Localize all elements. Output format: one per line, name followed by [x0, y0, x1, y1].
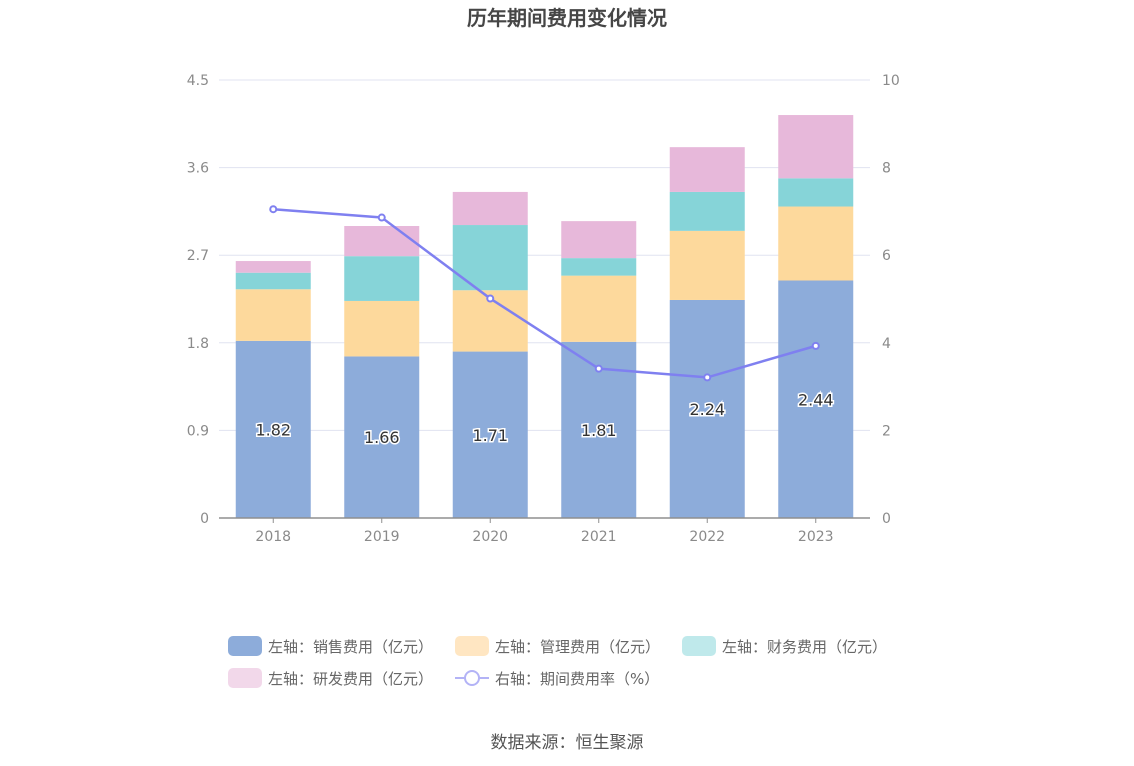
- x-axis: 2018 2019 2020 2021 2022 2023: [219, 517, 870, 545]
- bar-segment: [561, 275, 637, 342]
- bar-segment: [235, 272, 311, 290]
- left-tick-label: 1.8: [187, 336, 209, 352]
- x-tick-label: 2023: [798, 529, 834, 545]
- left-tick-label: 4.5: [187, 73, 209, 89]
- right-tick-label: 8: [882, 161, 891, 177]
- left-tick-label: 0.9: [187, 423, 209, 439]
- right-tick-label: 2: [882, 423, 891, 439]
- legend-label: 左轴：财务费用（亿元）: [722, 637, 888, 656]
- legend-item-sales[interactable]: 左轴：销售费用（亿元）: [228, 636, 433, 657]
- bar-segment: [344, 226, 420, 257]
- ratio-point: [269, 205, 278, 214]
- left-tick-label: 2.7: [187, 248, 209, 264]
- expense-ratio-line: [269, 205, 820, 382]
- bar-segment: [452, 351, 528, 518]
- ratio-point: [594, 364, 603, 373]
- legend-swatch: [455, 636, 490, 656]
- bar-value-label: 2.24: [689, 400, 725, 419]
- bar-segment: [561, 221, 637, 259]
- gridlines: [219, 79, 870, 431]
- bar-segment: [452, 191, 528, 226]
- bar-segment: [344, 300, 420, 357]
- bar-segment: [669, 191, 745, 231]
- bar-value-label: 1.82: [255, 420, 291, 439]
- x-tick-label: 2019: [364, 529, 400, 545]
- legend-item-finance[interactable]: 左轴：财务费用（亿元）: [682, 636, 887, 657]
- legend-label: 右轴：期间费用率（%）: [495, 669, 660, 688]
- right-tick-label: 4: [882, 336, 891, 352]
- left-axis: 0 0.9 1.8 2.7 3.6 4.5: [187, 73, 209, 527]
- legend-swatch: [682, 636, 717, 656]
- bar-segment: [235, 289, 311, 341]
- bar-segment: [235, 340, 311, 518]
- bar-segment: [344, 256, 420, 301]
- left-tick-label: 0: [200, 511, 209, 527]
- right-tick-label: 10: [882, 73, 900, 89]
- bar-segment: [669, 147, 745, 192]
- bar-segment: [344, 356, 420, 518]
- source-note: 数据来源：恒生聚源: [490, 733, 644, 753]
- legend-line-swatch: [455, 668, 490, 688]
- legend-item-ratio[interactable]: 右轴：期间费用率（%）: [455, 668, 659, 689]
- bar-value-label: 2.44: [798, 390, 834, 409]
- bar-series: [235, 115, 854, 518]
- bar-segment: [561, 258, 637, 276]
- ratio-line-path: [273, 207, 817, 379]
- x-tick-label: 2018: [255, 529, 291, 545]
- bar-segment: [778, 178, 854, 207]
- x-tick-label: 2020: [472, 529, 508, 545]
- right-tick-label: 6: [882, 248, 891, 264]
- legend-label: 左轴：销售费用（亿元）: [268, 637, 434, 656]
- left-tick-label: 3.6: [187, 161, 209, 177]
- legend-marker: [464, 670, 481, 686]
- bar-segment: [235, 261, 311, 273]
- bar-segment: [778, 206, 854, 281]
- bar-data-labels: 1.82 1.66 1.71 1.81 2.24 2.44: [254, 389, 835, 449]
- bar-segment: [778, 280, 854, 518]
- bar-segment: [778, 115, 854, 179]
- right-tick-label: 0: [882, 511, 891, 527]
- bar-value-label: 1.81: [581, 421, 617, 440]
- bar-value-label: 1.71: [472, 426, 508, 445]
- ratio-point: [811, 341, 820, 350]
- x-tick-label: 2022: [689, 529, 725, 545]
- legend-swatch: [228, 668, 262, 688]
- legend-swatch: [228, 636, 262, 656]
- ratio-point: [703, 373, 712, 382]
- ratio-point: [486, 294, 495, 303]
- bar-value-label: 1.66: [364, 428, 400, 447]
- ratio-point: [377, 213, 386, 222]
- legend-item-rnd[interactable]: 左轴：研发费用（亿元）: [228, 668, 433, 689]
- legend-label: 左轴：研发费用（亿元）: [268, 669, 434, 688]
- x-tick-label: 2021: [581, 529, 617, 545]
- legend: 左轴：销售费用（亿元） 左轴：管理费用（亿元） 左轴：财务费用（亿元） 左轴：研…: [228, 630, 928, 694]
- chart-canvas: 历年期间费用变化情况 0 0.9 1.8 2.7 3.6 4.5 0 2 4 6 8 10 1.82…: [187, 6, 900, 545]
- legend-label: 左轴：管理费用（亿元）: [495, 637, 661, 656]
- bar-segment: [669, 230, 745, 300]
- chart-title: 历年期间费用变化情况: [467, 6, 667, 30]
- legend-row: 左轴：销售费用（亿元） 左轴：管理费用（亿元） 左轴：财务费用（亿元）: [228, 630, 928, 662]
- legend-item-admin[interactable]: 左轴：管理费用（亿元）: [455, 636, 660, 657]
- bar-segment: [669, 299, 745, 518]
- legend-row: 左轴：研发费用（亿元） 右轴：期间费用率（%）: [228, 662, 928, 694]
- right-axis: 0 2 4 6 8 10: [882, 73, 900, 527]
